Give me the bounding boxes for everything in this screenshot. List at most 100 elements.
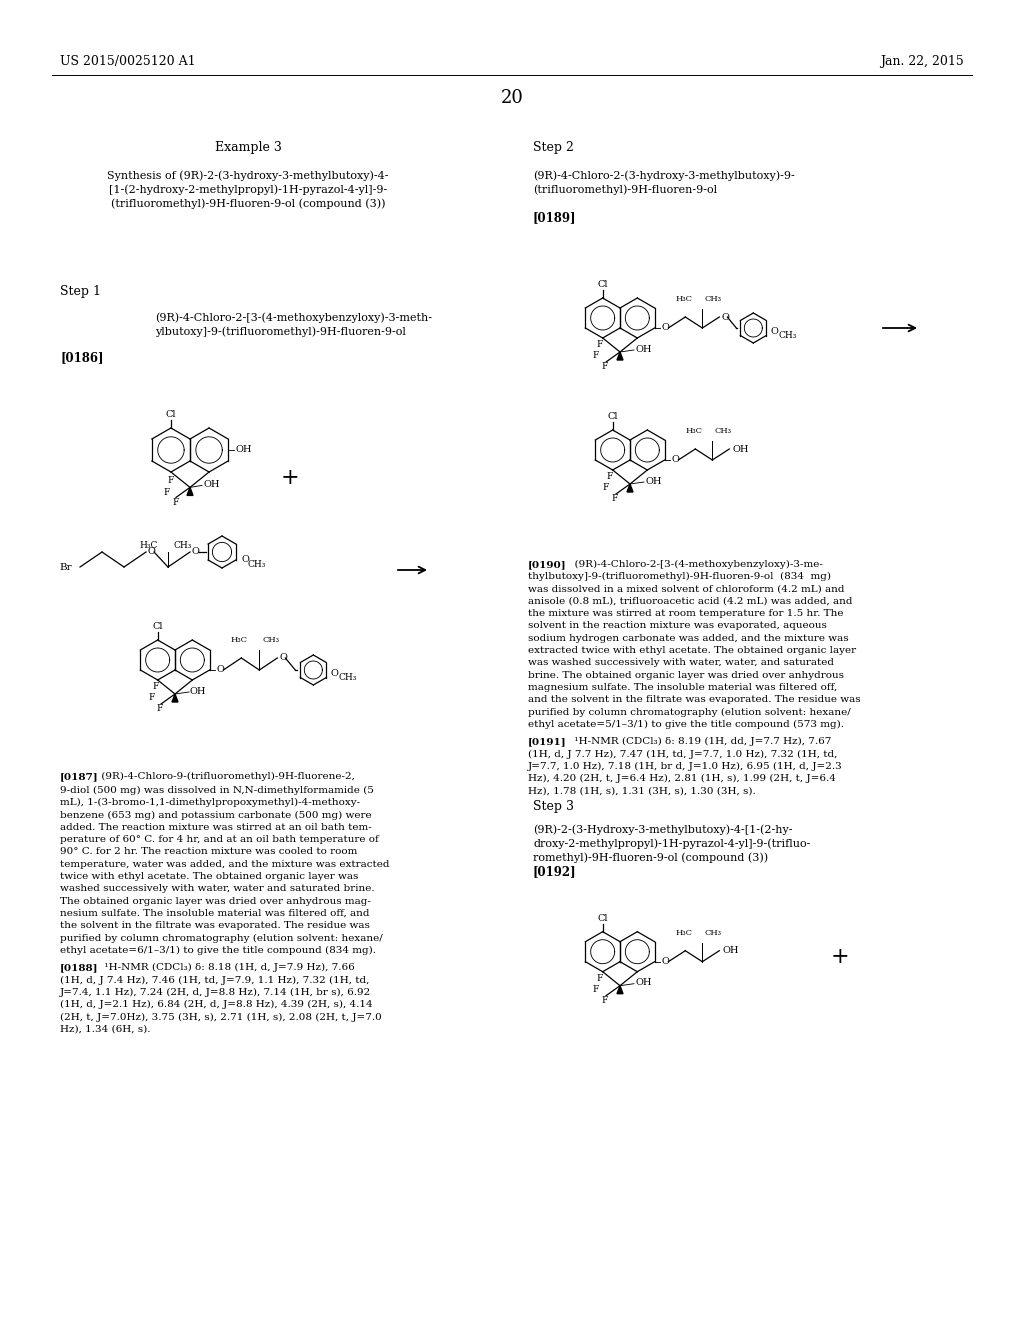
Text: H₃C: H₃C	[675, 294, 692, 304]
Text: benzene (653 mg) and potassium carbonate (500 mg) were: benzene (653 mg) and potassium carbonate…	[60, 810, 372, 820]
Text: romethyl)-9H-fluoren-9-ol (compound (3)): romethyl)-9H-fluoren-9-ol (compound (3))	[534, 853, 768, 863]
Text: ¹H-NMR (CDCl₃) δ: 8.19 (1H, dd, J=7.7 Hz), 7.67: ¹H-NMR (CDCl₃) δ: 8.19 (1H, dd, J=7.7 Hz…	[568, 737, 831, 746]
Text: O: O	[331, 669, 338, 678]
Text: (1H, d, J 7.7 Hz), 7.47 (1H, td, J=7.7, 1.0 Hz), 7.32 (1H, td,: (1H, d, J 7.7 Hz), 7.47 (1H, td, J=7.7, …	[528, 750, 838, 759]
Text: CH₃: CH₃	[705, 929, 721, 937]
Text: O: O	[721, 313, 729, 322]
Text: temperature, water was added, and the mixture was extracted: temperature, water was added, and the mi…	[60, 859, 389, 869]
Text: F: F	[593, 351, 599, 360]
Text: Hz), 1.78 (1H, s), 1.31 (3H, s), 1.30 (3H, s).: Hz), 1.78 (1H, s), 1.31 (3H, s), 1.30 (3…	[528, 787, 756, 796]
Text: O: O	[193, 548, 200, 557]
Text: the solvent in the filtrate was evaporated. The residue was: the solvent in the filtrate was evaporat…	[60, 921, 370, 931]
Text: OH: OH	[635, 978, 651, 987]
Text: (1H, d, J=2.1 Hz), 6.84 (2H, d, J=8.8 Hz), 4.39 (2H, s), 4.14: (1H, d, J=2.1 Hz), 6.84 (2H, d, J=8.8 Hz…	[60, 1001, 373, 1010]
Text: CH₃: CH₃	[338, 673, 356, 682]
Text: (9R)-4-Chloro-2-[3-(4-methoxybenzyloxy)-3-me-: (9R)-4-Chloro-2-[3-(4-methoxybenzyloxy)-…	[568, 560, 823, 569]
Text: anisole (0.8 mL), trifluoroacetic acid (4.2 mL) was added, and: anisole (0.8 mL), trifluoroacetic acid (…	[528, 597, 853, 606]
Text: +: +	[830, 945, 849, 968]
Text: H₃C: H₃C	[675, 929, 692, 937]
Text: US 2015/0025120 A1: US 2015/0025120 A1	[60, 55, 196, 69]
Text: OH: OH	[635, 345, 651, 354]
Text: CH₃: CH₃	[248, 560, 266, 569]
Text: sodium hydrogen carbonate was added, and the mixture was: sodium hydrogen carbonate was added, and…	[528, 634, 849, 643]
Text: (9R)-4-Chloro-2-(3-hydroxy-3-methylbutoxy)-9-: (9R)-4-Chloro-2-(3-hydroxy-3-methylbutox…	[534, 170, 795, 181]
Text: Example 3: Example 3	[215, 141, 282, 154]
Text: OH: OH	[236, 446, 252, 454]
Polygon shape	[172, 694, 178, 702]
Text: J=7.4, 1.1 Hz), 7.24 (2H, d, J=8.8 Hz), 7.14 (1H, br s), 6.92: J=7.4, 1.1 Hz), 7.24 (2H, d, J=8.8 Hz), …	[60, 987, 372, 997]
Text: ethyl acetate=6/1–3/1) to give the title compound (834 mg).: ethyl acetate=6/1–3/1) to give the title…	[60, 946, 376, 956]
Text: washed successively with water, water and saturated brine.: washed successively with water, water an…	[60, 884, 375, 894]
Text: F: F	[597, 341, 603, 348]
Text: CH₃: CH₃	[262, 636, 280, 644]
Text: F: F	[603, 483, 609, 492]
Text: F: F	[168, 477, 174, 486]
Text: F: F	[611, 494, 618, 503]
Text: (9R)-4-Chloro-2-[3-(4-methoxybenzyloxy)-3-meth-: (9R)-4-Chloro-2-[3-(4-methoxybenzyloxy)-…	[155, 312, 432, 322]
Text: twice with ethyl acetate. The obtained organic layer was: twice with ethyl acetate. The obtained o…	[60, 873, 358, 882]
Text: CH₃: CH₃	[715, 426, 731, 436]
Text: 20: 20	[501, 88, 523, 107]
Text: was washed successively with water, water, and saturated: was washed successively with water, wate…	[528, 659, 834, 668]
Text: The obtained organic layer was dried over anhydrous mag-: The obtained organic layer was dried ove…	[60, 896, 371, 906]
Text: ethyl acetate=5/1–3/1) to give the title compound (573 mg).: ethyl acetate=5/1–3/1) to give the title…	[528, 719, 844, 729]
Text: solvent in the reaction mixture was evaporated, aqueous: solvent in the reaction mixture was evap…	[528, 622, 826, 631]
Text: H₃C: H₃C	[230, 636, 248, 644]
Text: F: F	[173, 499, 179, 507]
Text: [0190]: [0190]	[528, 560, 566, 569]
Text: droxy-2-methylpropyl)-1H-pyrazol-4-yl]-9-(trifluo-: droxy-2-methylpropyl)-1H-pyrazol-4-yl]-9…	[534, 838, 810, 849]
Text: purified by column chromatography (elution solvent: hexane/: purified by column chromatography (eluti…	[528, 708, 851, 717]
Text: O: O	[770, 326, 778, 335]
Text: F: F	[593, 985, 599, 994]
Text: O: O	[241, 556, 249, 565]
Text: O: O	[148, 548, 156, 557]
Text: ylbutoxy]-9-(trifluoromethyl)-9H-fluoren-9-ol: ylbutoxy]-9-(trifluoromethyl)-9H-fluoren…	[155, 326, 406, 337]
Text: (trifluoromethyl)-9H-fluoren-9-ol: (trifluoromethyl)-9H-fluoren-9-ol	[534, 183, 717, 194]
Polygon shape	[627, 484, 633, 492]
Text: OH: OH	[722, 946, 739, 956]
Text: Step 3: Step 3	[534, 800, 574, 813]
Text: CH₃: CH₃	[705, 294, 721, 304]
Text: and the solvent in the filtrate was evaporated. The residue was: and the solvent in the filtrate was evap…	[528, 696, 860, 705]
Text: Hz), 4.20 (2H, t, J=6.4 Hz), 2.81 (1H, s), 1.99 (2H, t, J=6.4: Hz), 4.20 (2H, t, J=6.4 Hz), 2.81 (1H, s…	[528, 774, 836, 783]
Text: CH₃: CH₃	[778, 330, 797, 339]
Text: (9R)-4-Chloro-9-(trifluoromethyl)-9H-fluorene-2,: (9R)-4-Chloro-9-(trifluoromethyl)-9H-flu…	[98, 772, 355, 781]
Text: [0188]: [0188]	[60, 964, 98, 973]
Text: (trifluoromethyl)-9H-fluoren-9-ol (compound (3)): (trifluoromethyl)-9H-fluoren-9-ol (compo…	[111, 198, 385, 209]
Text: O: O	[662, 323, 670, 333]
Text: Synthesis of (9R)-2-(3-hydroxy-3-methylbutoxy)-4-: Synthesis of (9R)-2-(3-hydroxy-3-methylb…	[108, 170, 389, 181]
Text: OH: OH	[645, 477, 662, 486]
Text: H₃C: H₃C	[685, 426, 702, 436]
Text: thylbutoxy]-9-(trifluoromethyl)-9H-fluoren-9-ol  (834  mg): thylbutoxy]-9-(trifluoromethyl)-9H-fluor…	[528, 573, 831, 581]
Text: F: F	[157, 704, 163, 713]
Text: Step 1: Step 1	[60, 285, 101, 298]
Polygon shape	[187, 487, 193, 495]
Text: purified by column chromatography (elution solvent: hexane/: purified by column chromatography (eluti…	[60, 933, 383, 942]
Text: O: O	[216, 665, 224, 675]
Text: F: F	[153, 682, 159, 690]
Text: F: F	[602, 995, 608, 1005]
Text: [0187]: [0187]	[60, 772, 98, 781]
Text: the mixture was stirred at room temperature for 1.5 hr. The: the mixture was stirred at room temperat…	[528, 610, 844, 618]
Text: Cl: Cl	[597, 280, 608, 289]
Text: extracted twice with ethyl acetate. The obtained organic layer: extracted twice with ethyl acetate. The …	[528, 645, 856, 655]
Text: ¹H-NMR (CDCl₃) δ: 8.18 (1H, d, J=7.9 Hz), 7.66: ¹H-NMR (CDCl₃) δ: 8.18 (1H, d, J=7.9 Hz)…	[98, 964, 354, 973]
Polygon shape	[617, 986, 623, 994]
Text: [1-(2-hydroxy-2-methylpropyl)-1H-pyrazol-4-yl]-9-: [1-(2-hydroxy-2-methylpropyl)-1H-pyrazol…	[109, 183, 387, 194]
Polygon shape	[617, 352, 623, 360]
Text: J=7.7, 1.0 Hz), 7.18 (1H, br d, J=1.0 Hz), 6.95 (1H, d, J=2.3: J=7.7, 1.0 Hz), 7.18 (1H, br d, J=1.0 Hz…	[528, 762, 843, 771]
Text: 9-diol (500 mg) was dissolved in N,N-dimethylformamide (5: 9-diol (500 mg) was dissolved in N,N-dim…	[60, 785, 374, 795]
Text: 90° C. for 2 hr. The reaction mixture was cooled to room: 90° C. for 2 hr. The reaction mixture wa…	[60, 847, 357, 857]
Text: [0189]: [0189]	[534, 211, 577, 224]
Text: OH: OH	[732, 445, 749, 454]
Text: OH: OH	[190, 686, 207, 696]
Text: brine. The obtained organic layer was dried over anhydrous: brine. The obtained organic layer was dr…	[528, 671, 844, 680]
Text: OH: OH	[204, 480, 220, 488]
Text: Step 2: Step 2	[534, 141, 573, 154]
Text: [0192]: [0192]	[534, 865, 577, 878]
Text: magnesium sulfate. The insoluble material was filtered off,: magnesium sulfate. The insoluble materia…	[528, 682, 838, 692]
Text: Jan. 22, 2015: Jan. 22, 2015	[881, 55, 964, 69]
Text: F: F	[606, 473, 613, 480]
Text: Cl: Cl	[153, 622, 163, 631]
Text: +: +	[281, 467, 299, 488]
